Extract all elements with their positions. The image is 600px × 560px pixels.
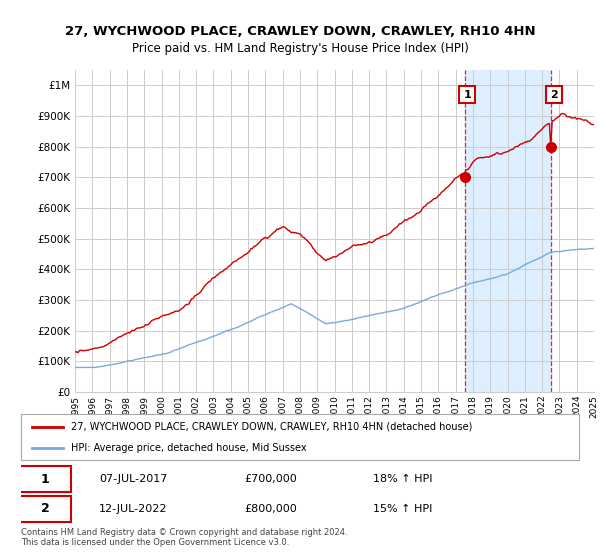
Text: 1: 1 <box>41 473 49 486</box>
Text: 2: 2 <box>41 502 49 515</box>
Text: Price paid vs. HM Land Registry's House Price Index (HPI): Price paid vs. HM Land Registry's House … <box>131 42 469 55</box>
Text: Contains HM Land Registry data © Crown copyright and database right 2024.
This d: Contains HM Land Registry data © Crown c… <box>21 528 347 547</box>
Text: 18% ↑ HPI: 18% ↑ HPI <box>373 474 432 484</box>
Text: 27, WYCHWOOD PLACE, CRAWLEY DOWN, CRAWLEY, RH10 4HN (detached house): 27, WYCHWOOD PLACE, CRAWLEY DOWN, CRAWLE… <box>71 422 473 432</box>
Text: 12-JUL-2022: 12-JUL-2022 <box>99 503 167 514</box>
Text: £800,000: £800,000 <box>244 503 297 514</box>
FancyBboxPatch shape <box>18 466 71 492</box>
FancyBboxPatch shape <box>18 496 71 522</box>
Text: £700,000: £700,000 <box>244 474 297 484</box>
Bar <box>464 70 551 392</box>
Text: 15% ↑ HPI: 15% ↑ HPI <box>373 503 432 514</box>
Text: 27, WYCHWOOD PLACE, CRAWLEY DOWN, CRAWLEY, RH10 4HN: 27, WYCHWOOD PLACE, CRAWLEY DOWN, CRAWLE… <box>65 25 535 38</box>
Text: 2: 2 <box>550 90 558 100</box>
Text: HPI: Average price, detached house, Mid Sussex: HPI: Average price, detached house, Mid … <box>71 443 307 453</box>
Text: 07-JUL-2017: 07-JUL-2017 <box>99 474 167 484</box>
Text: 1: 1 <box>463 90 471 100</box>
